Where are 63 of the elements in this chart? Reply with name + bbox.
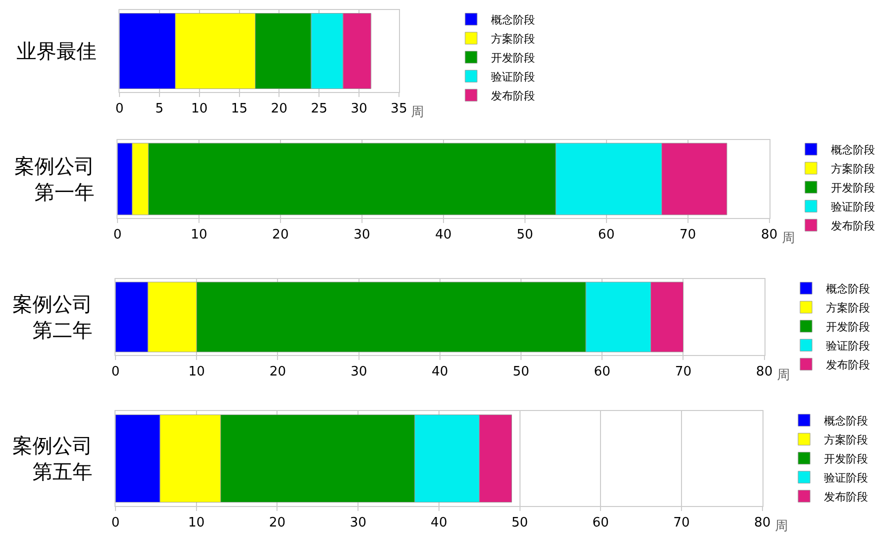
x-tick-label: 0 [111,516,120,531]
x-tick-label: 40 [430,516,448,531]
text: 发布阶段 [826,358,870,372]
legend-label: 发布阶段 [824,490,868,504]
legend-label: 验证阶段 [824,471,868,484]
x-tick-label: 40 [435,228,452,243]
x-tick-label: 70 [673,516,690,531]
x-tick-label: 50 [516,228,534,243]
x-tick-label: 30 [350,364,368,380]
x-tick-label: 0 [111,364,120,380]
legend-label: 方案阶段 [830,162,875,176]
legend-label: 开发阶段 [491,51,536,64]
x-tick-label: 0 [115,102,124,117]
legend-label: 验证阶段 [830,200,875,214]
x-tick-label: 10 [188,364,205,380]
x-tick-label: 5 [155,102,164,117]
legend-label: 概念阶段 [824,414,868,428]
legend-label: 发布阶段 [830,219,875,232]
legend-label: 概念阶段 [491,13,536,26]
x-tick-label: 25 [310,102,328,117]
text: 方案阶段 [826,301,870,314]
x-tick-label: 80 [760,228,778,243]
x-axis-title: 周 [777,368,790,383]
y-tick-label: 案例公司第一年 [14,154,95,204]
x-tick-label: 80 [754,516,771,531]
x-tick-label: 10 [191,102,208,117]
x-tick-label: 60 [592,516,609,531]
x-tick-label: 20 [268,516,286,531]
x-tick-label: 50 [512,364,530,380]
legend-label: 概念阶段 [826,282,870,296]
legend-label: 发布阶段 [491,89,536,102]
x-tick-label: 15 [230,102,248,117]
x-tick-label: 30 [350,516,366,531]
legend-label: 方案阶段 [491,32,536,46]
x-tick-label: 40 [432,364,448,380]
x-tick-label: 60 [598,228,615,243]
x-tick-label: 70 [674,364,692,380]
x-tick-label: 35 [390,102,408,117]
y-tick-label: 案例公司第二年 [12,292,93,342]
x-tick-label: 10 [190,228,208,243]
x-tick-label: 80 [756,364,773,380]
y-tick-label: 案例公司第五年 [12,434,93,484]
x-tick-label: 30 [350,102,368,117]
x-tick-label: 20 [270,102,288,117]
x-axis-title: 周 [411,105,424,120]
x-tick-label: 20 [269,364,286,380]
text: 开发阶段 [826,320,870,334]
legend-label: 方案阶段 [824,433,868,446]
x-tick-label: 60 [594,364,610,380]
text: 验证阶段 [826,339,870,352]
x-tick-label: 50 [512,516,528,531]
y-tick-label: 业界最佳 [16,39,96,63]
x-tick-label: 0 [113,228,122,243]
x-axis-title: 周 [775,519,788,534]
x-tick-label: 20 [272,228,289,243]
text: 概念阶段 [830,143,875,156]
x-tick-label: 30 [354,228,370,243]
x-tick-label: 10 [188,516,205,531]
legend-label: 验证阶段 [491,70,536,84]
x-tick-label: 70 [680,228,696,243]
x-axis-title: 周 [782,231,795,246]
legend-label: 开发阶段 [830,181,875,194]
legend-label: 开发阶段 [824,452,868,466]
